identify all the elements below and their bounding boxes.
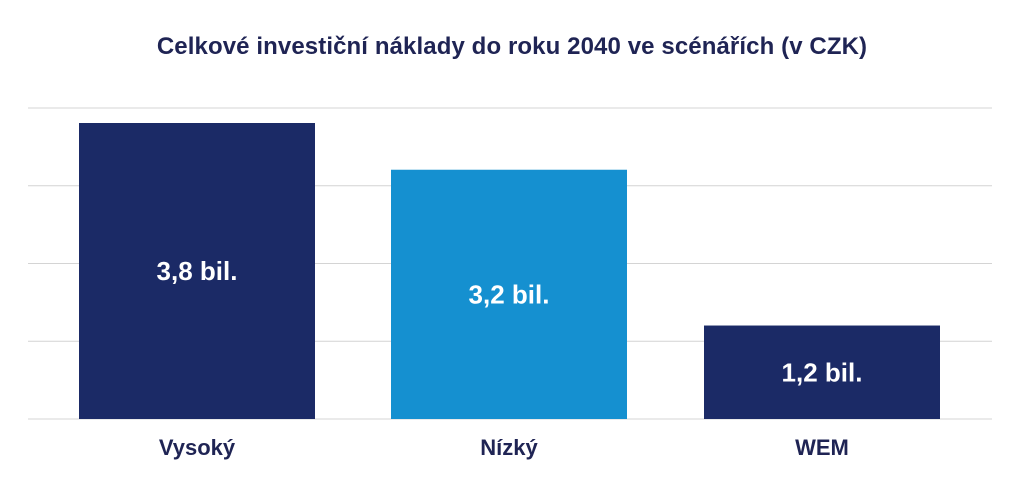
bar-vysoký (79, 123, 315, 419)
chart-title: Celkové investiční náklady do roku 2040 … (156, 33, 868, 60)
category-label: Nízký (480, 435, 538, 460)
bar-nízký (391, 169, 627, 419)
category-labels: Vysoký Nízký WEM (159, 435, 849, 460)
bar-value-label: 3,8 bil. (157, 256, 238, 286)
category-label: WEM (795, 435, 849, 460)
category-label: Vysoký (159, 435, 236, 460)
value-labels: 3,8 bil. 3,2 bil. 1,2 bil. (157, 256, 863, 387)
bars (79, 123, 940, 419)
bar-wem (704, 325, 940, 419)
bar-value-label: 3,2 bil. (469, 279, 550, 309)
bar-value-label: 1,2 bil. (782, 357, 863, 387)
